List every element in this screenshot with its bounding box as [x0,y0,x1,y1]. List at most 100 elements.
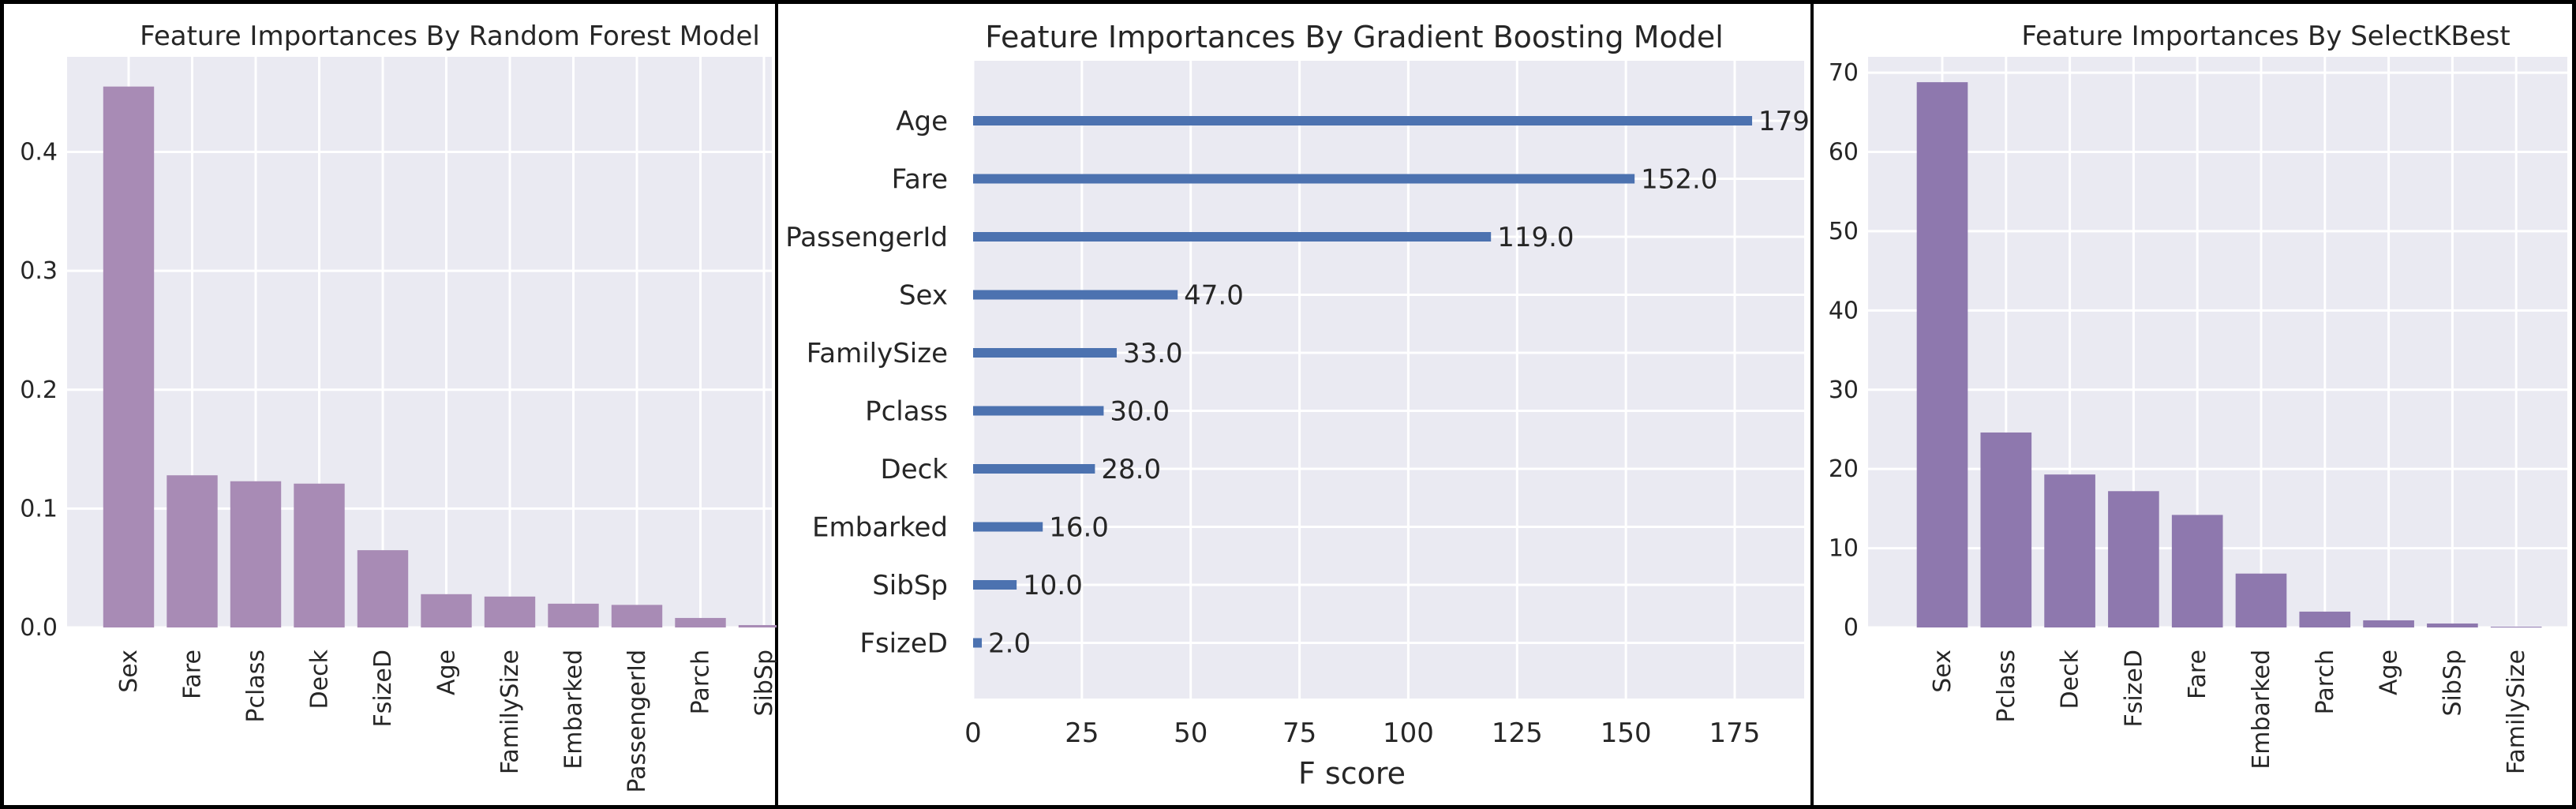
chart-title: Feature Importances By Random Forest Mod… [140,21,760,52]
bar-embarked [2235,573,2287,627]
random-forest-chart: 0.0 0.1 0.2 0.3 0.4 Sex Fare Pclass Deck FsizeD A… [20,21,777,793]
bar-sibsp [973,580,1017,590]
x-tick-label: Parch [2312,650,2339,714]
bar-fsized [973,638,983,648]
y-tick-label: SibSp [872,570,948,601]
gradient-boosting-panel: Age Fare PassengerId Sex FamilySize Pclass Dec… [777,0,1812,809]
y-tick-label: 40 [1829,297,1859,324]
y-tick-label: 20 [1829,455,1859,483]
y-tick-label: 60 [1829,139,1859,167]
y-tick-labels: 0.0 0.1 0.2 0.3 0.4 [20,139,58,642]
y-tick-label: 10 [1829,535,1859,563]
y-tick-label: 0.3 [20,257,58,285]
bars [1916,82,2542,628]
x-tick-label: Fare [2184,650,2211,699]
bar-pclass [1980,432,2032,627]
bar-fare [973,174,1635,184]
y-tick-label: 50 [1829,218,1859,245]
x-axis-label: F score [1298,756,1406,791]
bar-value-label: 10.0 [1023,570,1083,601]
bar-value-label: 47.0 [1184,280,1244,312]
bar-embarked [548,603,599,627]
x-tick-label: Age [2376,650,2403,695]
x-tick-label: 175 [1709,717,1761,749]
value-labels: 179 152.0 119.0 47.033.0 30.0 28.0 16.0 10.0 2.0 [988,106,1808,660]
x-tick-labels: Sex Fare Pclass Deck FsizeD Age FamilySize Emba… [115,649,777,792]
x-tick-label: 75 [1282,717,1316,749]
y-tick-label: Fare [892,164,948,196]
bar-fsized [357,550,409,627]
y-tick-label: 30 [1829,376,1859,404]
x-tick-label: FsizeD [2120,650,2147,728]
y-tick-labels: Age Fare PassengerId Sex FamilySize Pclass Dec… [785,106,948,660]
bar-age [421,594,472,627]
bar-fsized [2108,491,2159,627]
x-tick-label: FsizeD [369,650,397,728]
bar-passengerid [973,232,1492,242]
bar-value-label: 28.0 [1101,454,1161,485]
bar-value-label: 152.0 [1641,164,1717,196]
bar-pclass [230,481,282,627]
bar-deck [2044,474,2095,627]
random-forest-panel: 0.0 0.1 0.2 0.3 0.4 Sex Fare Pclass Deck FsizeD A… [0,0,777,809]
grid [67,57,772,629]
bars [103,86,777,627]
bar-pclass [973,406,1104,416]
bar-value-label: 33.0 [1123,338,1183,369]
bar-sex [973,290,1178,300]
y-tick-label: Deck [881,454,949,485]
plot-background [974,61,1804,699]
x-tick-labels: Sex Pclass Deck FsizeD Fare Embarked Parch Age S… [1929,649,2530,774]
bar-fare [167,475,218,627]
x-tick-label: Fare [179,650,207,699]
chart-title: Feature Importances By SelectKBest [2021,21,2510,52]
x-tick-label: FamilySize [2503,650,2530,774]
y-tick-label: Embarked [812,512,948,544]
x-tick-label: 50 [1174,717,1208,749]
bar-passengerid [611,605,663,627]
x-tick-label: 25 [1065,717,1099,749]
selectkbest-panel: 0 10 20 30 40 50 60 70 Sex Pclass Deck FsizeD Fare E… [1812,0,2576,809]
bar-age [973,116,1753,125]
y-tick-label: 0.1 [20,495,58,522]
bar-sex [103,86,155,627]
y-tick-label: FamilySize [807,338,948,369]
y-tick-label: Pclass [865,396,948,428]
x-tick-label: Embarked [560,650,588,770]
bar-deck [294,483,345,627]
selectkbest-chart: 0 10 20 30 40 50 60 70 Sex Pclass Deck FsizeD Fare E… [1829,21,2567,774]
x-tick-label: Deck [2057,649,2084,709]
y-tick-label: 0.4 [20,139,58,167]
y-tick-label: Sex [899,280,948,312]
x-tick-label: Sex [1929,650,1956,693]
gradient-boosting-chart: Age Fare PassengerId Sex FamilySize Pclass Dec… [785,20,1808,791]
y-tick-label: 70 [1829,59,1859,87]
bar-value-label: 179 [1758,106,1808,137]
y-tick-label: FsizeD [859,628,948,660]
bar-value-label: 2.0 [988,628,1031,660]
x-tick-label: FamilySize [496,650,524,774]
bar-familysize [484,596,536,627]
x-tick-label: Pclass [1993,650,2020,723]
chart-title: Feature Importances By Gradient Boosting… [985,20,1724,54]
x-tick-label: 100 [1383,717,1434,749]
bars [973,116,1753,648]
x-tick-label: Parch [687,650,715,714]
bar-value-label: 119.0 [1497,222,1574,253]
bar-sex [1916,82,1968,628]
x-tick-label: SibSp [2439,650,2466,717]
y-tick-label: 0.0 [20,614,58,642]
bar-value-label: 30.0 [1110,396,1170,428]
bar-age [2363,620,2414,627]
bar-fare [2171,515,2223,627]
x-tick-label: PassengerId [623,650,651,793]
x-tick-label: 150 [1601,717,1652,749]
y-tick-labels: 0 10 20 30 40 50 60 70 [1829,59,1859,642]
x-tick-label: 125 [1492,717,1543,749]
bar-deck [973,464,1095,474]
y-tick-label: 0.2 [20,376,58,404]
bar-value-label: 16.0 [1049,512,1109,544]
x-tick-label: 0 [964,717,982,749]
x-tick-label: Age [433,650,461,695]
x-tick-label: SibSp [751,650,777,717]
